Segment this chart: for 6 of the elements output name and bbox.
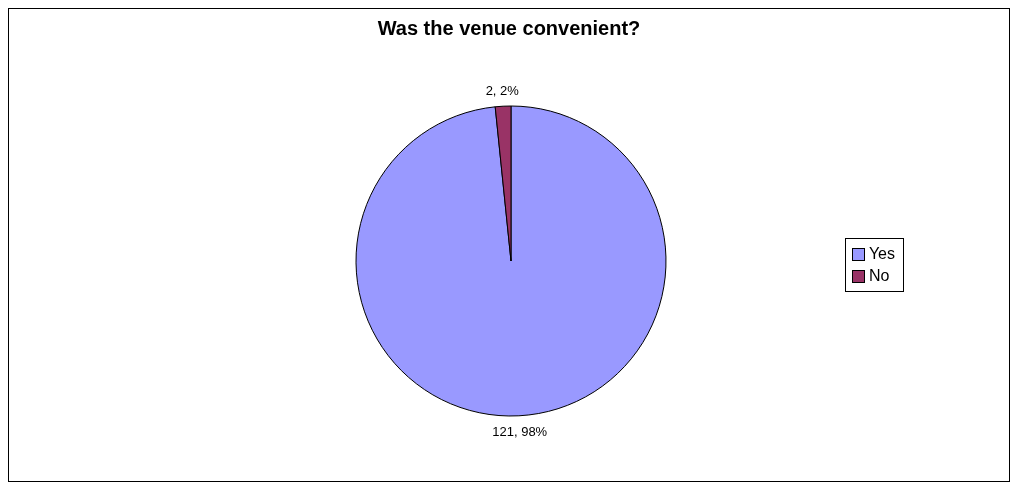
pie-slice — [355, 105, 667, 417]
legend-label: No — [868, 266, 890, 286]
chart-title: Was the venue convenient? — [376, 17, 642, 41]
data-label: 2, 2% — [485, 82, 520, 98]
data-label: 121, 98% — [492, 424, 548, 440]
legend-label: Yes — [868, 244, 895, 264]
